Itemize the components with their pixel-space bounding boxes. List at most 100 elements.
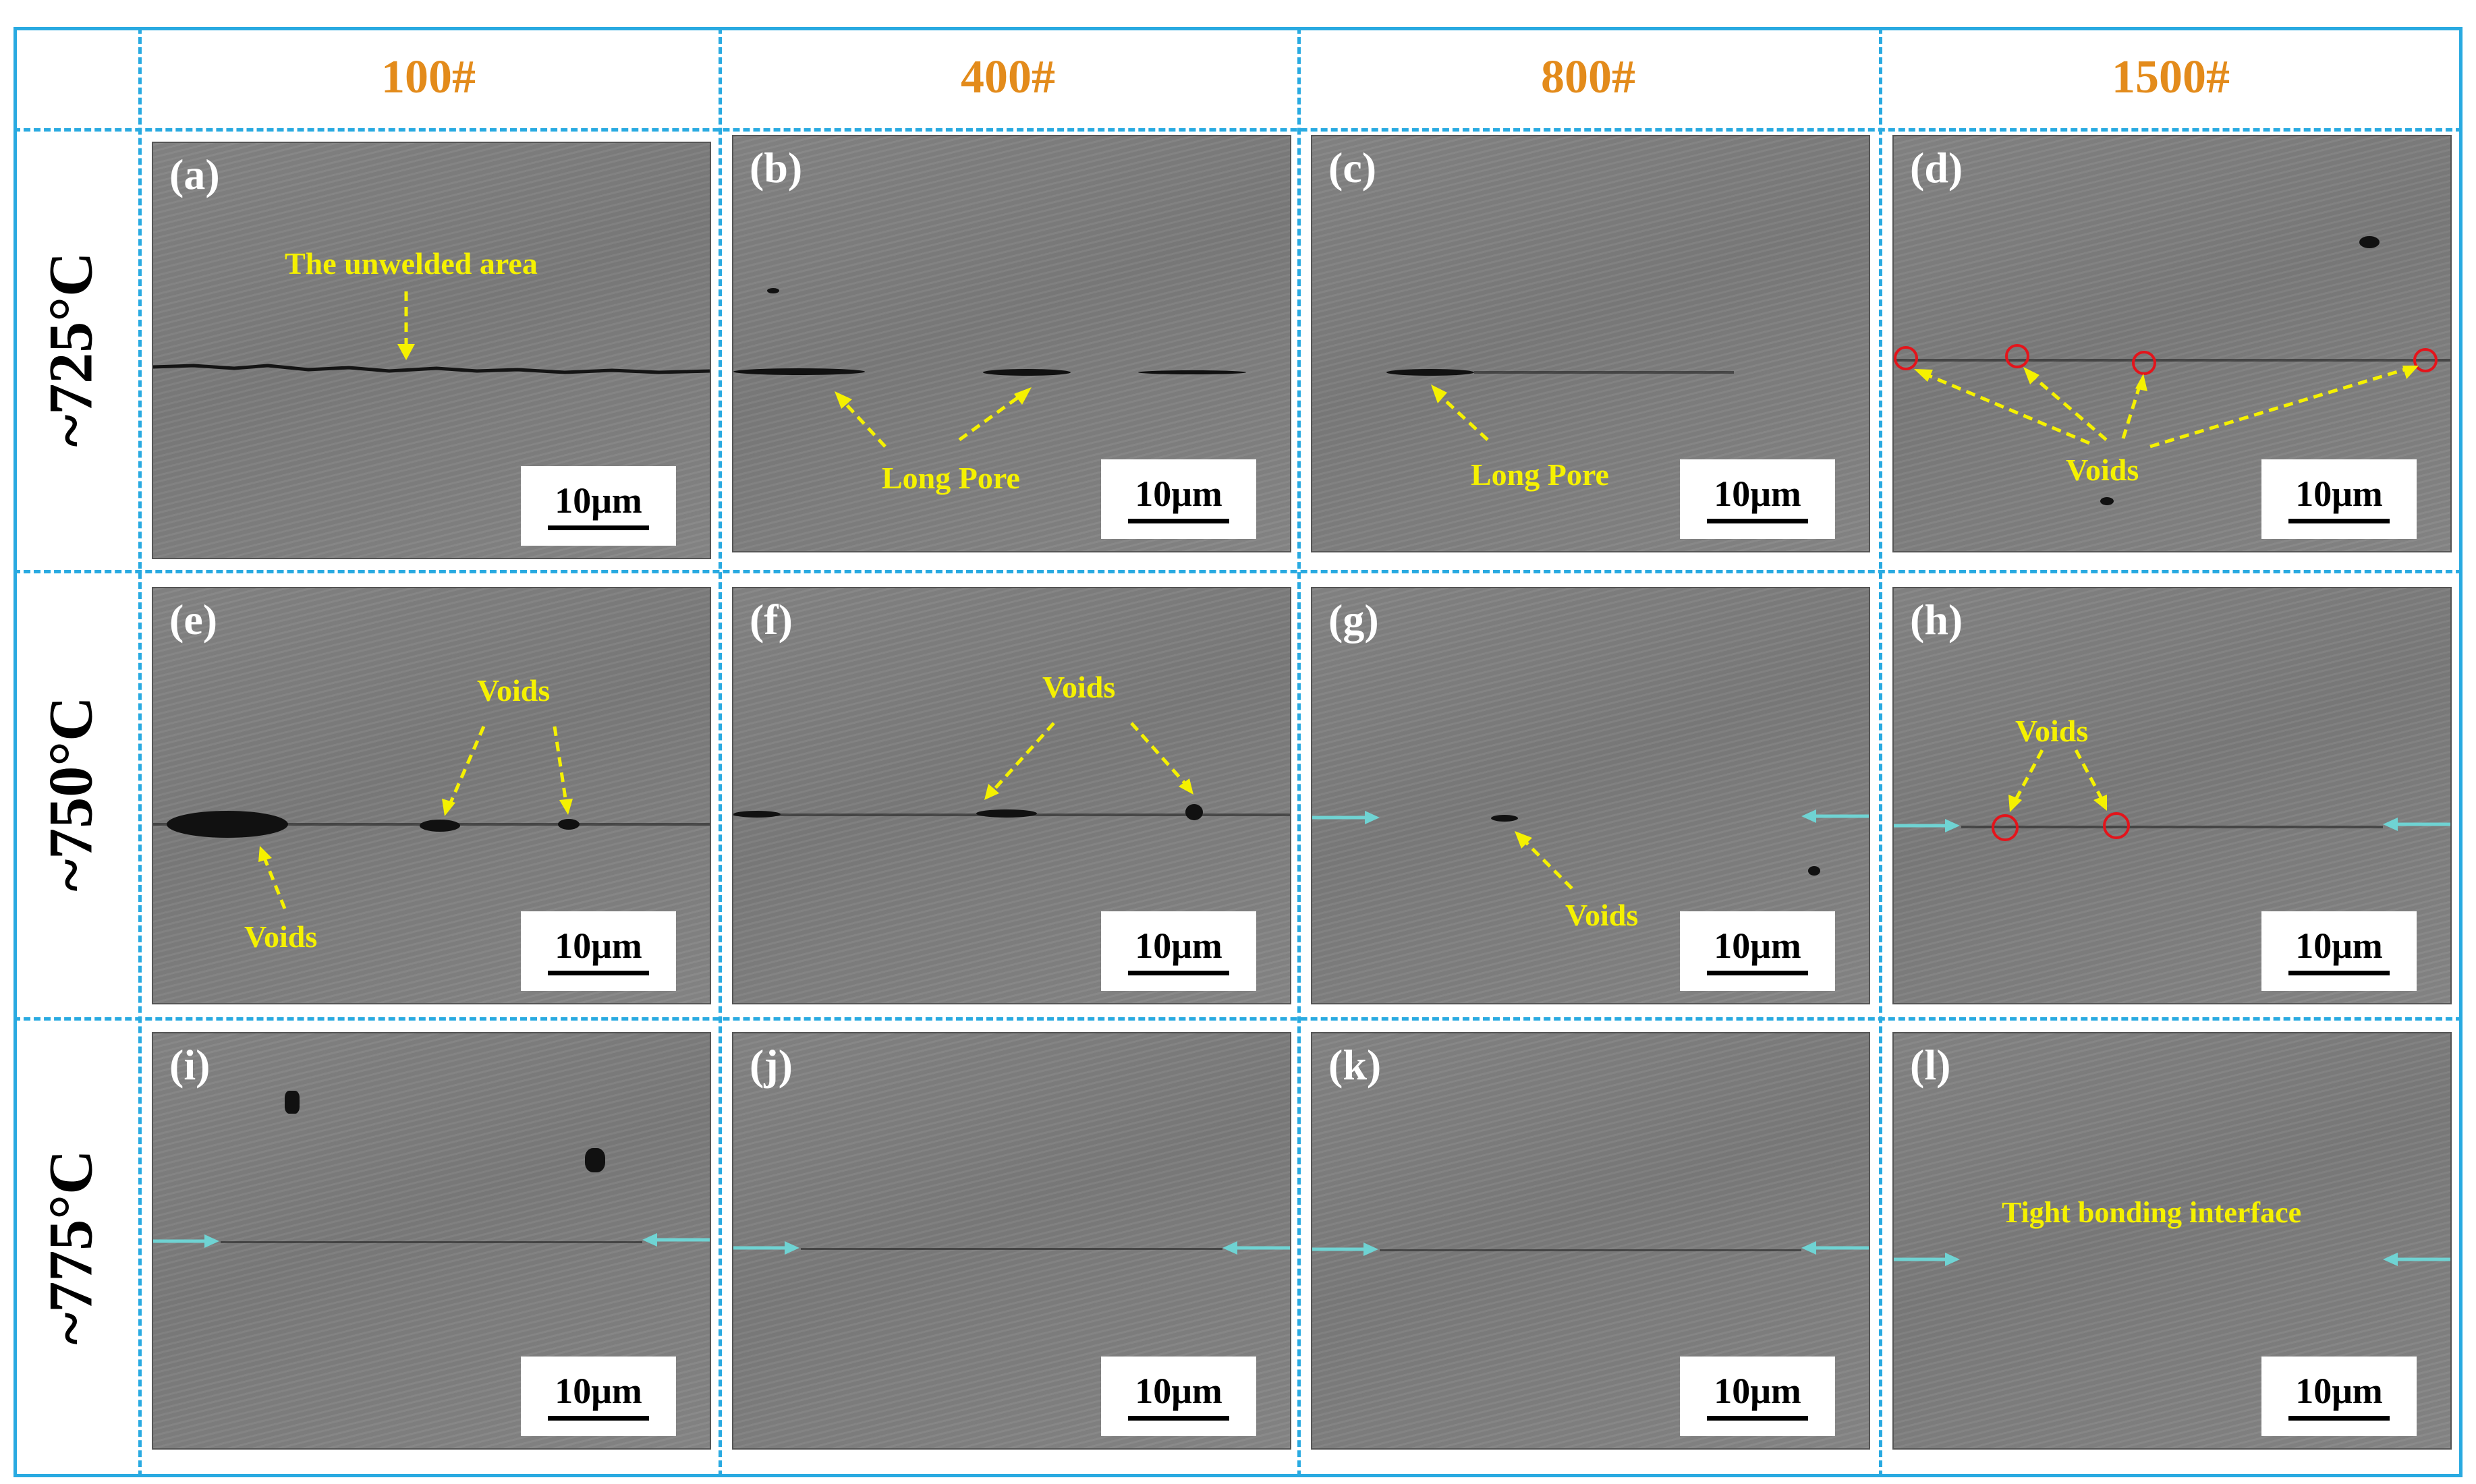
annotation-voids: Voids [477,673,551,708]
void [420,820,460,832]
grid-line [719,27,722,1477]
scale-bar-label: 10μm [1135,473,1222,514]
scale-bar-line [548,970,649,975]
sem-panel-i: (i) 10μm [152,1032,711,1450]
figure-frame [13,27,2463,1477]
scale-bar-label: 10μm [2295,1370,2383,1411]
long-pore [983,369,1071,376]
long-pore [1386,369,1474,376]
scale-bar-label: 10μm [2295,925,2383,966]
scale-bar: 10μm [1680,459,1835,539]
scale-bar: 10μm [1680,911,1835,991]
scale-bar: 10μm [1101,1357,1256,1436]
scale-bar: 10μm [2261,1357,2417,1436]
sem-panel-b: (b) Long Pore 10μm [732,135,1291,552]
sem-panel-h: (h) Voids 10μm [1892,587,2452,1004]
bond-interface [1474,371,1734,374]
scale-bar: 10μm [2261,911,2417,991]
panel-label: (c) [1328,144,1377,192]
panel-label: (j) [750,1041,793,1089]
pore-dot [1808,866,1820,876]
panel-label: (e) [169,596,218,644]
long-pore [1138,370,1246,374]
panel-label: (d) [1910,144,1963,192]
void [558,819,580,830]
scale-bar-label: 10μm [1714,1370,1801,1411]
void [1185,804,1203,820]
panel-label: (i) [169,1041,210,1089]
scale-bar-label: 10μm [1135,925,1222,966]
annotation-tight-bonding-interface: Tight bonding interface [2002,1196,2302,1229]
void-circle [1992,814,2019,841]
scale-bar-line [548,525,649,530]
void [976,809,1037,818]
scale-bar: 10μm [2261,459,2417,539]
scale-bar-line [1128,970,1229,975]
long-pore [733,368,865,375]
panel-label: (k) [1328,1041,1382,1089]
scale-bar-label: 10μm [555,480,642,521]
annotation-unwelded-area: The unwelded area [285,246,538,281]
annotation-voids: Voids [1042,670,1116,704]
pore-dot [767,288,779,293]
column-header-1500: 1500# [2112,51,2230,103]
scale-bar-line [2288,518,2390,523]
grid-line [13,1017,2463,1021]
scale-bar-label: 10μm [1135,1370,1222,1411]
pore-dot [2100,497,2114,505]
sem-panel-k: (k) 10μm [1311,1032,1870,1450]
scale-bar-label: 10μm [2295,473,2383,514]
row-header-750: ~750°C [13,570,128,1017]
annotation-long-pore: Long Pore [1471,457,1609,492]
scale-bar: 10μm [1101,459,1256,539]
pore-dot [2359,236,2380,248]
sem-panel-j: (j) 10μm [732,1032,1291,1450]
sem-panel-c: (c) Long Pore 10μm [1311,135,1870,552]
sem-panel-f: (f) Voids 10μm [732,587,1291,1004]
grid-line [138,27,142,1477]
annotation-voids: Voids [2015,714,2089,748]
row-header-725: ~725°C [13,128,128,570]
scale-bar: 10μm [521,1357,676,1436]
annotation-long-pore: Long Pore [882,461,1020,495]
scale-bar-line [1128,1415,1229,1421]
bond-interface [1380,1249,1801,1251]
sem-panel-l: (l) Tight bonding interface 10μm [1892,1032,2452,1450]
void [733,811,781,818]
void-circle [2132,351,2156,375]
grid-line [13,128,2463,132]
grid-line [1879,27,1882,1477]
column-header-400: 400# [961,51,1055,103]
annotation-voids: Voids [244,919,318,954]
panel-label: (f) [750,596,793,644]
panel-label: (b) [750,144,803,192]
row-header-label: ~750°C [36,695,106,892]
grid-line [1297,27,1301,1477]
scale-bar-line [2288,1415,2390,1421]
panel-label: (l) [1910,1041,1951,1089]
bond-interface [801,1248,1222,1250]
void [285,1091,300,1114]
scale-bar-label: 10μm [555,1370,642,1411]
sem-panel-d: (d) Voids 10μm [1892,135,2452,552]
row-header-label: ~725°C [36,251,106,447]
column-header-100: 100# [381,51,476,103]
bond-interface [1961,826,2383,828]
scale-bar-line [2288,970,2390,975]
scale-bar-label: 10μm [1714,925,1801,966]
scale-bar-line [1707,518,1808,523]
row-header-label: ~775°C [36,1149,106,1345]
scale-bar-line [1707,970,1808,975]
void-circle [2103,812,2130,839]
panel-label: (g) [1328,596,1379,644]
void-circle [2413,348,2438,372]
scale-bar-label: 10μm [1714,473,1801,514]
scale-bar: 10μm [1101,911,1256,991]
row-header-775: ~775°C [13,1017,128,1477]
bond-interface [1894,359,2450,362]
sem-panel-a: (a) The unwelded area 10μm [152,142,711,559]
column-header-800: 800# [1541,51,1635,103]
scale-bar-line [548,1415,649,1421]
annotation-voids: Voids [2066,453,2139,487]
